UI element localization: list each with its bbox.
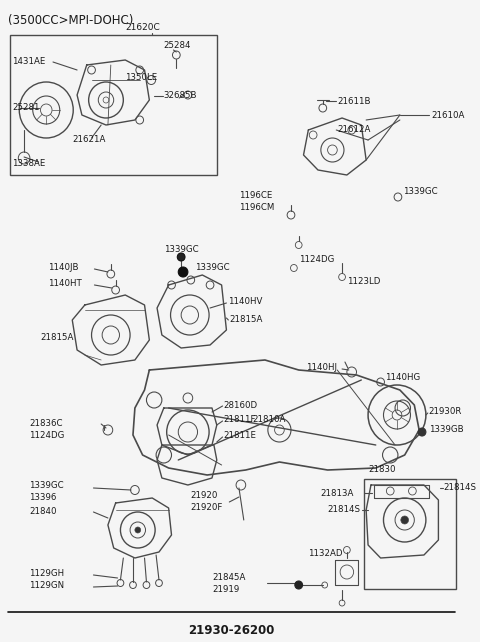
Text: 21610A: 21610A [432,110,465,119]
Text: 21611B: 21611B [337,96,371,105]
Text: 1140HT: 1140HT [48,279,82,288]
Text: 21845A: 21845A [212,573,245,582]
Text: 21813A: 21813A [320,489,353,498]
Text: 1339GB: 1339GB [429,426,463,435]
Text: 32685B: 32685B [164,92,197,101]
Text: 21621A: 21621A [72,135,106,144]
Text: 1338AE: 1338AE [12,159,45,168]
Text: 21620C: 21620C [125,24,160,33]
Text: 1132AD: 1132AD [308,548,343,557]
Text: 13396: 13396 [29,494,56,503]
Text: 21836C: 21836C [29,419,62,428]
Text: 21815A: 21815A [229,315,263,324]
Bar [364,479,456,589]
Text: 1140HJ: 1140HJ [306,363,337,372]
Text: 1124DG: 1124DG [299,256,334,265]
Circle shape [418,428,426,436]
Text: 1350LE: 1350LE [125,73,157,83]
Text: 21815A: 21815A [40,333,74,342]
Text: 21930-26200: 21930-26200 [188,623,275,636]
Text: 1140HG: 1140HG [385,374,420,383]
Text: 1196CE: 1196CE [239,191,272,200]
Text: 21814S: 21814S [328,505,360,514]
Circle shape [135,527,141,533]
Text: 21811E: 21811E [224,431,256,440]
Text: 1339GC: 1339GC [194,263,229,272]
Text: 1196CM: 1196CM [239,202,275,211]
Text: 21830: 21830 [368,465,396,474]
Text: 1339GC: 1339GC [164,245,198,254]
Circle shape [178,267,188,277]
Text: 21814S: 21814S [443,483,476,492]
Text: 1339GC: 1339GC [403,187,437,196]
Text: 21810A: 21810A [252,415,286,424]
Text: 1431AE: 1431AE [12,58,45,67]
Text: 1140JB: 1140JB [48,263,79,272]
Text: 21840: 21840 [29,507,57,517]
Text: 1124DG: 1124DG [29,431,64,440]
Text: 21612A: 21612A [337,125,371,135]
Text: 21920F: 21920F [191,503,223,512]
Text: 28160D: 28160D [224,401,258,410]
Text: 1123LD: 1123LD [347,277,380,286]
Text: 1129GN: 1129GN [29,582,64,591]
Text: 21811F: 21811F [224,415,256,424]
Circle shape [401,516,408,524]
Text: 1129GH: 1129GH [29,569,64,578]
Text: 25284: 25284 [164,42,192,51]
Text: 21919: 21919 [212,586,239,594]
Text: 25281: 25281 [12,103,40,112]
Text: (3500CC>MPI-DOHC): (3500CC>MPI-DOHC) [8,14,133,27]
Circle shape [295,581,302,589]
Text: 21930R: 21930R [429,408,462,417]
Circle shape [177,253,185,261]
Bar [10,35,217,175]
Text: 1140HV: 1140HV [228,297,263,306]
Text: 1339GC: 1339GC [29,482,63,490]
Text: 21920: 21920 [191,492,218,501]
